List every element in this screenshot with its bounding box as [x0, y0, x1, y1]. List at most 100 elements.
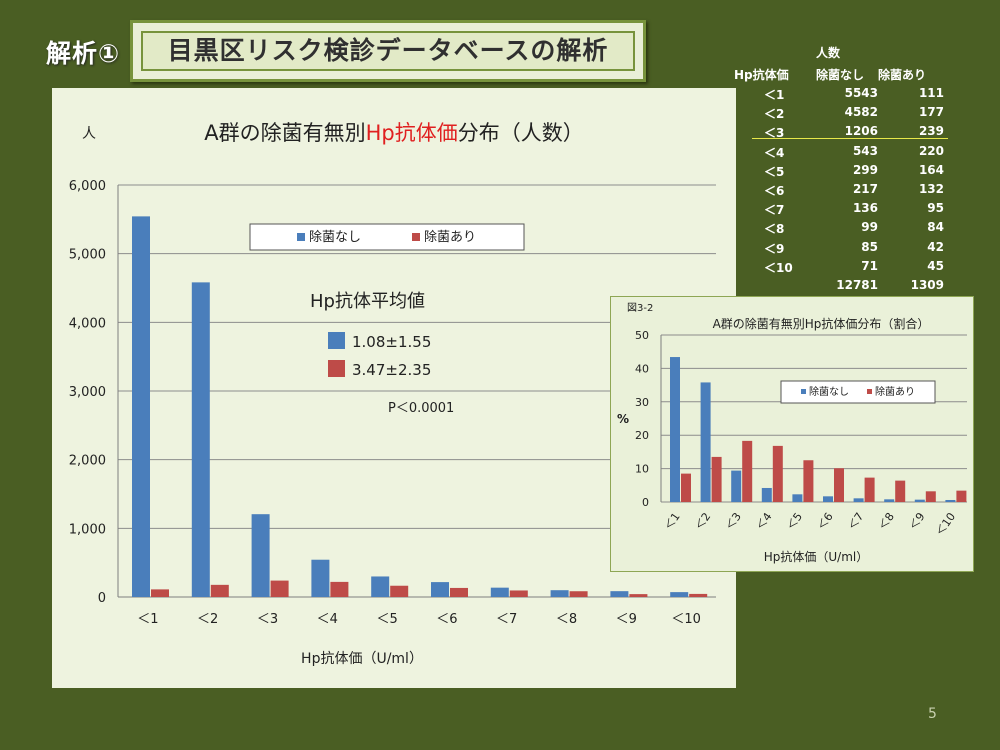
small-bar-eradication	[834, 468, 844, 502]
y-tick-label: 2,000	[69, 454, 106, 469]
x-tick-label: ＜5	[376, 612, 397, 627]
table-col-no: 除菌なし	[816, 68, 865, 82]
page-title: 目黒区リスク検診データベースの解析	[167, 36, 609, 65]
small-bar-eradication	[895, 480, 906, 502]
annotation-swatch	[328, 360, 345, 377]
table-total-yes: 1309	[910, 278, 944, 292]
table-row-yes: 220	[918, 143, 944, 158]
x-axis-label: Hp抗体価（U/ml）	[301, 651, 423, 667]
x-tick-label: ＜6	[436, 612, 457, 627]
small-chart-svg: 図3-2 A群の除菌有無別Hp抗体価分布（割合）% 0 10 20 30 40 50 ＜1 ＜2 ＜…	[617, 302, 967, 564]
small-bar-no-eradication	[700, 382, 711, 502]
table-row-no: 5543	[844, 86, 878, 100]
table-row-yes: 95	[927, 201, 944, 216]
table-row-yes: 84	[927, 220, 944, 235]
small-x-tick-label: ＜4	[754, 510, 775, 532]
table-row-yes: 177	[918, 105, 944, 120]
figure-label: 図3-2	[627, 302, 653, 314]
small-legend-box	[780, 380, 936, 404]
bar-eradication	[689, 593, 708, 597]
small-bar-eradication	[803, 460, 814, 502]
annotation-p-value: P＜0.0001	[388, 401, 454, 416]
legend-swatch	[412, 233, 420, 241]
table-row-no: 543	[852, 143, 878, 158]
small-x-tick-label: ＜1	[662, 510, 683, 532]
bar-no-eradication	[311, 559, 330, 597]
table-row-yes: 42	[927, 239, 944, 254]
bar-no-eradication	[610, 591, 629, 597]
legend-swatch	[297, 233, 305, 241]
y-axis-label: 人	[82, 126, 96, 142]
bar-no-eradication	[550, 590, 569, 597]
small-bar-no-eradication	[792, 494, 803, 502]
table-row-no: 99	[861, 220, 878, 235]
small-bar-eradication	[956, 490, 967, 502]
table-col-label: Hp抗体価	[734, 68, 789, 82]
table-row-label: ＜2	[764, 107, 785, 122]
bar-no-eradication	[191, 282, 210, 597]
annotation-value: 3.47±2.35	[352, 361, 431, 379]
small-y-axis-label: %	[617, 412, 629, 426]
small-x-tick-label: ＜5	[784, 510, 805, 532]
table-row-no: 4582	[844, 105, 878, 120]
y-tick-label: 4,000	[69, 316, 106, 331]
table-header-group: 人数	[816, 46, 841, 60]
legend-label: 除菌あり	[424, 230, 476, 245]
small-y-tick-label: 40	[635, 362, 649, 375]
bar-eradication	[330, 581, 349, 597]
table-row-no: 217	[852, 182, 878, 196]
chart-title: A群の除菌有無別Hp抗体価分布（人数）	[204, 121, 584, 145]
small-bar-no-eradication	[945, 499, 956, 502]
table-total-no: 12781	[836, 278, 878, 292]
y-tick-label: 3,000	[69, 385, 106, 400]
table-row-yes: 239	[918, 124, 944, 139]
bar-eradication	[270, 580, 289, 597]
small-bar-no-eradication	[731, 470, 742, 502]
table-row-yes: 132	[918, 182, 944, 196]
table-row-label: ＜5	[764, 164, 785, 179]
table-row-label: ＜4	[764, 145, 785, 160]
legend-box	[249, 223, 525, 251]
small-y-tick-label: 30	[635, 396, 649, 409]
small-y-tick-label: 20	[635, 429, 649, 442]
small-chart: 図3-2 A群の除菌有無別Hp抗体価分布（割合）% 0 10 20 30 40 50 ＜1 ＜2 ＜…	[610, 296, 974, 572]
bar-eradication	[151, 589, 169, 597]
small-bar-no-eradication	[853, 498, 864, 502]
main-chart-svg: A群の除菌有無別Hp抗体価分布（人数） 人 0 1,000 2,000 3,000 4,00…	[69, 121, 716, 667]
small-x-tick-label: ＜7	[845, 510, 866, 532]
x-tick-label: ＜9	[616, 612, 637, 627]
x-tick-label: ＜2	[197, 612, 218, 627]
table-row-yes: 164	[918, 162, 944, 177]
small-bar-eradication	[711, 456, 722, 502]
legend-label: 除菌なし	[309, 230, 361, 245]
bar-no-eradication	[670, 592, 689, 597]
small-y-tick-label: 10	[635, 463, 649, 476]
small-bar-no-eradication	[914, 499, 925, 502]
title-box-inner	[141, 31, 635, 71]
table-row-yes: 111	[918, 86, 944, 100]
small-x-tick-label: ＜10	[933, 510, 958, 538]
small-y-tick-label: 50	[635, 329, 649, 342]
y-tick-label: 6,000	[69, 179, 106, 194]
table-row-no: 1206	[844, 124, 878, 139]
table-row-no: 136	[852, 201, 878, 216]
bar-no-eradication	[490, 587, 509, 597]
x-tick-label: ＜3	[257, 612, 278, 627]
small-bar-no-eradication	[761, 487, 772, 502]
table-row-label: ＜8	[764, 222, 785, 237]
x-tick-label: ＜7	[496, 612, 517, 627]
chart-title-part: A群の除菌有無別	[204, 121, 365, 145]
table-row-label: ＜3	[764, 126, 785, 141]
small-x-tick-label: ＜9	[907, 510, 928, 532]
small-legend-swatch	[867, 389, 872, 394]
chart-title-part: 分布（人数）	[458, 121, 584, 145]
annotation-value: 1.08±1.55	[352, 333, 431, 351]
table-row-label: ＜6	[764, 184, 785, 198]
y-tick-label: 1,000	[69, 522, 106, 537]
table-divider	[752, 138, 948, 139]
bar-no-eradication	[251, 514, 270, 597]
small-bar-no-eradication	[670, 357, 680, 502]
table-row-label: ＜10	[764, 260, 793, 275]
table-row-no: 85	[861, 239, 878, 254]
table-row-no: 299	[852, 162, 878, 177]
